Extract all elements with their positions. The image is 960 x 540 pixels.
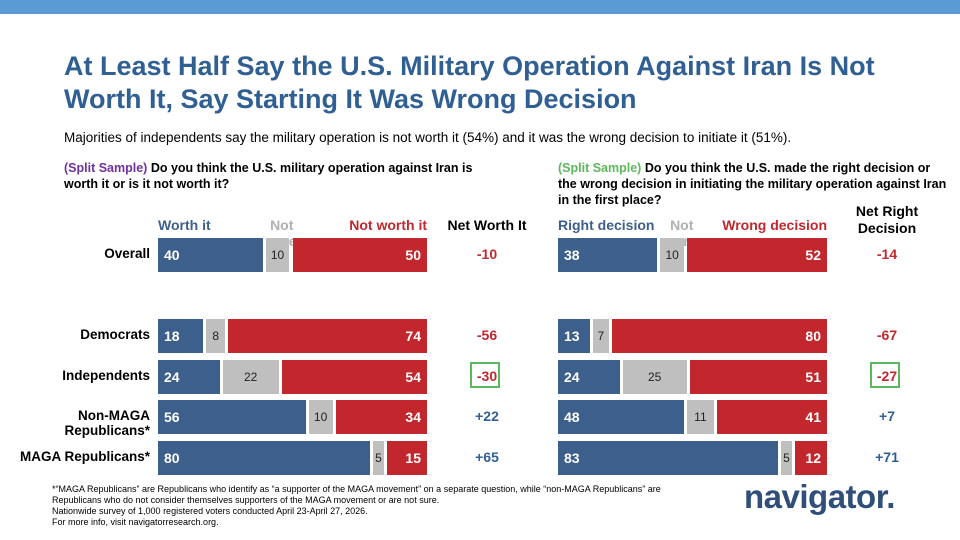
footnote: *“MAGA Republicans” are Republicans who … bbox=[52, 484, 692, 528]
bar-segment: 18 bbox=[158, 319, 204, 353]
value-label: 10 bbox=[313, 410, 328, 424]
question-text: Do you think the U.S. made the right dec… bbox=[558, 161, 947, 207]
footnote-line: Nationwide survey of 1,000 registered vo… bbox=[52, 506, 368, 516]
value-label: 24 bbox=[164, 369, 180, 385]
category-label: MAGA Republicans* bbox=[19, 449, 150, 464]
category-label: Non-MAGA Republicans* bbox=[64, 408, 150, 438]
bar-segment: 24 bbox=[558, 360, 620, 394]
bar-segment: 54 bbox=[281, 360, 427, 394]
value-label: 48 bbox=[564, 409, 580, 425]
value-label: 5 bbox=[375, 451, 382, 465]
highlight-box bbox=[870, 362, 900, 388]
question-text: Do you think the U.S. military operation… bbox=[64, 161, 473, 191]
value-label: 74 bbox=[405, 328, 421, 344]
highlight-box bbox=[470, 362, 500, 388]
subtitle: Majorities of independents say the milit… bbox=[64, 130, 792, 145]
bar-segment: 5 bbox=[781, 441, 792, 475]
footnote-line: For more info, visit navigatorresearch.o… bbox=[52, 517, 219, 527]
legend-label: Worth it bbox=[158, 217, 211, 233]
bar-segment: 24 bbox=[158, 360, 220, 394]
logo: navigator. bbox=[744, 478, 895, 515]
bar-segment: 41 bbox=[716, 400, 827, 434]
value-label: 13 bbox=[564, 328, 580, 344]
value-label: 25 bbox=[647, 370, 662, 384]
net-value: -14 bbox=[876, 246, 898, 262]
value-label: 40 bbox=[164, 247, 180, 263]
net-value: -10 bbox=[476, 246, 498, 262]
net-value: -56 bbox=[476, 327, 498, 343]
bar-segment: 51 bbox=[689, 360, 827, 394]
net-value: -67 bbox=[876, 327, 898, 343]
value-label: 24 bbox=[564, 369, 580, 385]
net-value: +22 bbox=[475, 408, 499, 424]
footnote-line: *“MAGA Republicans” are Republicans who … bbox=[52, 484, 661, 505]
value-label: 80 bbox=[805, 328, 821, 344]
value-label: 8 bbox=[212, 329, 219, 343]
bar-segment: 50 bbox=[292, 238, 427, 272]
value-label: 56 bbox=[164, 409, 180, 425]
bar-segment: 80 bbox=[611, 319, 827, 353]
value-label: 11 bbox=[694, 410, 707, 424]
value-label: 10 bbox=[665, 248, 679, 262]
bar-segment: 7 bbox=[592, 319, 609, 353]
bar-segment: 12 bbox=[794, 441, 827, 475]
bar-segment: 80 bbox=[158, 441, 371, 475]
legend-label: Not worth it bbox=[349, 217, 427, 233]
value-label: 5 bbox=[783, 451, 790, 465]
net-header: Net Right Decision bbox=[855, 203, 919, 236]
top-bar bbox=[0, 0, 960, 14]
value-label: 80 bbox=[164, 450, 180, 466]
value-label: 12 bbox=[805, 450, 821, 466]
bar-segment: 40 bbox=[158, 238, 263, 272]
value-label: 34 bbox=[405, 409, 421, 425]
bar-segment: 8 bbox=[206, 319, 225, 353]
net-value: +7 bbox=[879, 408, 895, 424]
value-label: 7 bbox=[597, 329, 605, 343]
bar-segment: 56 bbox=[158, 400, 306, 434]
bar-segment: 52 bbox=[687, 238, 827, 272]
bar-segment: 13 bbox=[558, 319, 590, 353]
question: (Split Sample) Do you think the U.S. mil… bbox=[64, 160, 494, 192]
net-value: +65 bbox=[475, 449, 499, 465]
bar-segment: 74 bbox=[227, 319, 427, 353]
legend-label: Wrong decision bbox=[722, 217, 827, 233]
bar-segment: 83 bbox=[558, 441, 779, 475]
bar-segment: 10 bbox=[265, 238, 290, 272]
title: At Least Half Say the U.S. Military Oper… bbox=[64, 51, 875, 114]
category-label: Overall bbox=[104, 246, 150, 261]
bar-segment: 25 bbox=[622, 360, 687, 394]
value-label: 83 bbox=[564, 450, 580, 466]
bar-segment: 48 bbox=[558, 400, 685, 434]
bar-segment: 22 bbox=[222, 360, 279, 394]
net-value: -30 bbox=[476, 368, 498, 384]
legend-label: Right decision bbox=[558, 217, 655, 233]
value-label: 51 bbox=[805, 369, 821, 385]
value-label: 41 bbox=[805, 409, 821, 425]
bar-segment: 11 bbox=[687, 400, 714, 434]
bar-segment: 10 bbox=[660, 238, 685, 272]
value-label: 10 bbox=[270, 248, 285, 262]
net-value: -27 bbox=[876, 368, 898, 384]
value-label: 52 bbox=[805, 247, 821, 263]
net-value: +71 bbox=[875, 449, 899, 465]
bar-segment: 15 bbox=[386, 441, 427, 475]
bar-segment: 34 bbox=[335, 400, 427, 434]
value-label: 22 bbox=[243, 370, 258, 384]
category-label: Independents bbox=[62, 368, 150, 383]
value-label: 38 bbox=[564, 247, 580, 263]
bar-segment: 5 bbox=[373, 441, 384, 475]
value-label: 50 bbox=[405, 247, 421, 263]
bar-segment: 38 bbox=[558, 238, 658, 272]
value-label: 54 bbox=[405, 369, 421, 385]
value-label: 18 bbox=[164, 328, 180, 344]
question-tag: (Split Sample) bbox=[558, 161, 642, 175]
net-header: Net Worth It bbox=[447, 217, 527, 233]
bar-segment: 10 bbox=[308, 400, 333, 434]
question: (Split Sample) Do you think the U.S. mad… bbox=[558, 160, 950, 208]
category-label: Democrats bbox=[80, 327, 150, 342]
value-label: 15 bbox=[405, 450, 421, 466]
question-tag: (Split Sample) bbox=[64, 161, 148, 175]
